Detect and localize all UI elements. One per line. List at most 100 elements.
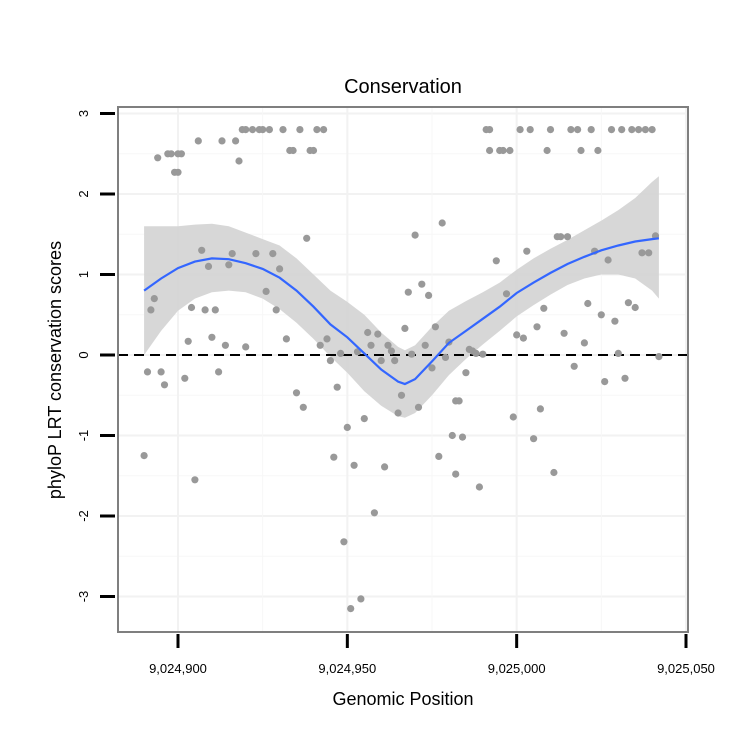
data-point-116 <box>526 126 534 134</box>
data-point-81 <box>411 231 419 239</box>
data-point-13 <box>181 374 189 382</box>
data-point-69 <box>370 509 378 517</box>
data-point-62 <box>347 605 355 613</box>
data-point-138 <box>601 378 609 386</box>
data-point-90 <box>441 353 450 361</box>
data-point-61 <box>343 423 351 431</box>
data-point-96 <box>458 433 467 441</box>
data-point-131 <box>577 146 585 155</box>
data-point-123 <box>550 468 558 477</box>
data-point-51 <box>309 146 318 155</box>
data-point-150 <box>641 126 650 134</box>
data-point-142 <box>614 349 622 357</box>
data-point-129 <box>570 362 578 370</box>
data-point-108 <box>499 146 507 155</box>
data-point-65 <box>357 595 365 603</box>
data-point-55 <box>323 335 331 343</box>
data-point-38 <box>265 126 273 134</box>
data-point-100 <box>472 349 480 357</box>
data-point-34 <box>252 250 260 258</box>
data-point-3 <box>150 295 158 303</box>
data-point-12 <box>177 150 185 158</box>
data-point-79 <box>404 288 412 296</box>
data-point-117 <box>530 435 538 443</box>
x-tick-label-1: 9,024,950 <box>318 661 376 676</box>
data-point-128 <box>567 126 575 134</box>
data-point-133 <box>584 299 592 308</box>
data-point-149 <box>638 249 646 257</box>
data-point-31 <box>242 343 250 351</box>
data-point-56 <box>326 357 334 365</box>
data-point-67 <box>364 328 372 337</box>
data-point-29 <box>235 157 243 165</box>
data-point-76 <box>394 409 402 417</box>
data-point-68 <box>367 341 375 349</box>
data-point-134 <box>587 126 595 134</box>
data-point-26 <box>225 261 233 269</box>
data-point-2 <box>147 306 155 314</box>
data-point-45 <box>289 146 297 155</box>
data-point-52 <box>313 126 321 134</box>
data-point-118 <box>533 323 541 331</box>
x-axis-label: Genomic Position <box>332 689 473 709</box>
data-point-10 <box>174 168 182 176</box>
data-point-74 <box>387 347 395 355</box>
y-tick-label-1: 2 <box>76 190 91 197</box>
data-point-16 <box>191 476 199 484</box>
data-point-136 <box>594 146 602 155</box>
data-point-77 <box>397 391 406 399</box>
data-point-121 <box>543 146 551 155</box>
data-point-63 <box>350 461 358 469</box>
data-point-75 <box>391 357 399 365</box>
data-point-89 <box>438 219 446 227</box>
data-point-19 <box>201 306 209 314</box>
data-point-144 <box>621 374 629 382</box>
data-point-21 <box>208 333 216 341</box>
data-point-70 <box>374 330 382 338</box>
data-point-24 <box>218 137 226 145</box>
data-point-22 <box>211 306 219 314</box>
data-point-85 <box>425 291 433 299</box>
data-point-97 <box>462 369 470 377</box>
data-point-120 <box>540 304 548 312</box>
data-point-110 <box>506 146 514 155</box>
data-point-49 <box>303 234 311 242</box>
data-point-60 <box>340 538 348 546</box>
data-point-102 <box>479 350 487 358</box>
data-point-71 <box>377 357 385 365</box>
data-point-125 <box>557 233 565 241</box>
y-tick-label-2: 1 <box>76 271 91 278</box>
y-tick-label-0: 3 <box>76 110 91 117</box>
data-point-28 <box>232 137 240 145</box>
data-point-151 <box>645 249 653 257</box>
data-point-46 <box>292 389 301 397</box>
data-point-127 <box>563 233 572 241</box>
data-point-72 <box>381 463 389 471</box>
data-point-17 <box>194 137 202 145</box>
data-point-132 <box>580 339 589 347</box>
data-point-104 <box>486 126 494 134</box>
data-point-36 <box>259 126 267 134</box>
data-point-113 <box>516 126 524 134</box>
data-point-137 <box>597 311 605 319</box>
data-point-66 <box>360 415 368 423</box>
data-point-5 <box>157 368 165 376</box>
data-point-6 <box>160 381 169 389</box>
data-point-37 <box>262 287 270 295</box>
data-point-4 <box>154 154 162 162</box>
data-point-122 <box>546 126 555 134</box>
y-axis-label: phyloP LRT conservation scores <box>45 241 65 499</box>
data-point-80 <box>408 350 416 358</box>
data-point-115 <box>523 247 531 255</box>
data-point-33 <box>248 126 257 134</box>
data-point-53 <box>316 341 324 349</box>
data-point-148 <box>635 126 643 134</box>
data-point-139 <box>604 256 612 264</box>
data-point-20 <box>204 262 213 270</box>
data-point-119 <box>536 405 545 413</box>
data-point-152 <box>648 126 656 134</box>
data-point-109 <box>502 290 511 298</box>
confidence-band <box>144 176 659 418</box>
data-point-114 <box>519 334 528 342</box>
